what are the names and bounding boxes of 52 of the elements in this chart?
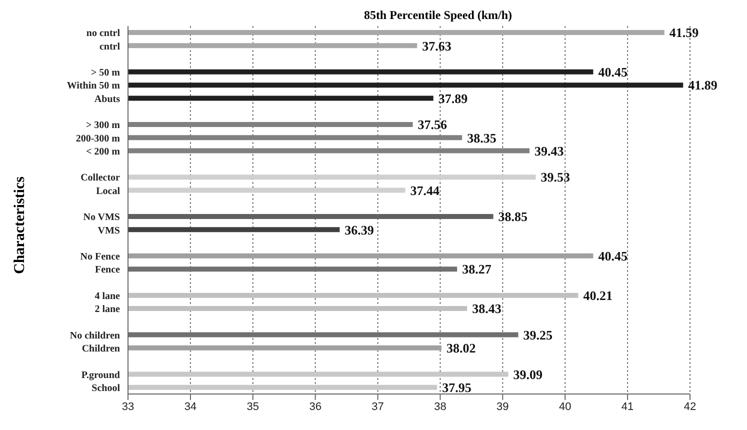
data-label: 40.45 [598, 64, 628, 80]
data-label: 38.27 [462, 262, 492, 277]
y-tick-label: No VMS [83, 212, 120, 224]
data-label: 39.43 [534, 143, 564, 158]
x-tick-label: 37 [372, 400, 384, 413]
y-tick-label: P.ground [81, 370, 120, 381]
x-tick-label: 39 [496, 400, 509, 413]
y-tick-label: School [92, 382, 120, 394]
data-label: 38.85 [498, 209, 528, 224]
x-tick-label: 42 [684, 400, 696, 413]
x-tick-label: 38 [434, 400, 446, 413]
data-label: 37.56 [418, 117, 448, 132]
y-tick-label: Local [96, 186, 120, 197]
data-label: 41.59 [669, 25, 700, 40]
y-tick-label: no cntrl [86, 28, 120, 40]
y-tick-label: No Fence [80, 252, 121, 263]
y-tick-label: Collector [80, 172, 121, 184]
y-tick-label: Children [82, 344, 120, 355]
data-label: 37.44 [410, 182, 440, 198]
data-label: 37.89 [438, 90, 468, 106]
data-label: 41.89 [688, 78, 718, 93]
data-label: 38.43 [472, 301, 502, 316]
y-tick-label: Fence [95, 264, 121, 276]
data-label: 39.53 [540, 170, 571, 185]
data-label: 40.21 [583, 288, 612, 303]
y-tick-label: > 300 m [86, 120, 121, 132]
x-tick-label: 35 [246, 400, 260, 413]
data-label: 39.09 [513, 366, 544, 382]
data-label: 36.39 [344, 222, 374, 238]
y-tick-label: > 50 m [90, 68, 121, 79]
y-tick-label: 4 lane [94, 290, 121, 302]
y-tick-label: 200-300 m [76, 133, 121, 144]
data-label: 38.02 [446, 340, 476, 356]
x-tick-label: 34 [184, 400, 197, 413]
chart-title: 85th Percentile Speed (km/h) [362, 8, 514, 24]
x-tick-label: 36 [309, 400, 322, 413]
data-label: 38.35 [467, 130, 497, 146]
data-label: 40.45 [598, 248, 628, 264]
x-tick-label: 41 [621, 400, 634, 413]
y-axis-title: Characteristics [12, 176, 29, 274]
x-tick-label: 40 [558, 400, 572, 413]
x-tick-label: 33 [122, 400, 134, 413]
y-tick-label: < 200 m [86, 146, 121, 158]
data-label: 37.63 [422, 38, 452, 54]
y-tick-label: Within 50 m [66, 80, 121, 92]
y-tick-label: No children [70, 330, 120, 342]
data-label: 39.25 [523, 327, 554, 342]
y-tick-label: VMS [98, 225, 120, 236]
y-tick-label: 2 lane [94, 304, 121, 316]
y-tick-label: cntrl [99, 41, 120, 52]
y-tick-label: Abuts [94, 94, 120, 105]
data-label: 37.95 [442, 380, 472, 395]
